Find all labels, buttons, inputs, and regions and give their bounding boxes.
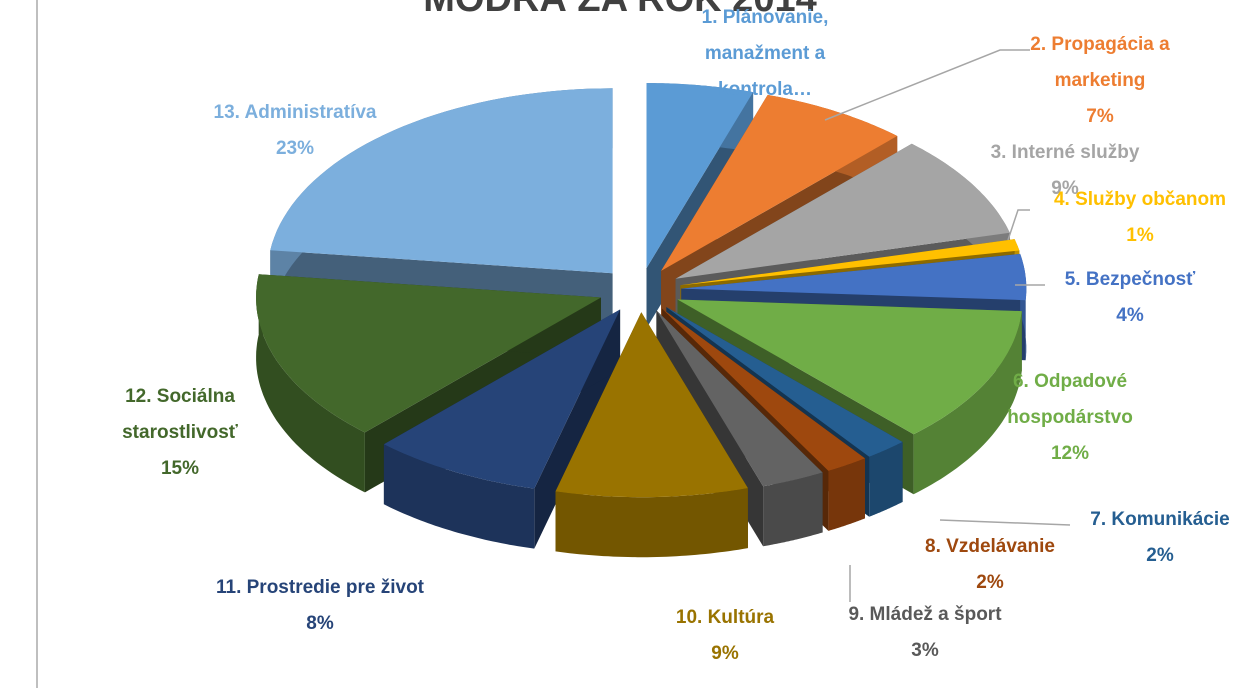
slice	[270, 88, 613, 274]
slice	[555, 312, 748, 498]
data-label: 9. Mládež a šport 3%	[805, 597, 1045, 669]
category-label: 13. Administratíva	[213, 102, 377, 123]
category-label: 7. Komunikácie	[1090, 509, 1230, 530]
value-label: 2%	[976, 572, 1004, 593]
value-label: 7%	[1086, 106, 1114, 127]
slice	[662, 308, 865, 471]
slice	[680, 239, 1020, 286]
data-label: 2. Propagácia a marketing 7%	[1000, 27, 1200, 135]
value-label: 3%	[911, 640, 939, 661]
slice	[677, 299, 1022, 435]
value-label: 2%	[1146, 545, 1174, 566]
data-label: 10. Kultúra 9%	[645, 600, 805, 672]
slice-side	[869, 442, 903, 517]
category-label: 3. Interné služby	[990, 142, 1140, 163]
slice-side	[763, 472, 823, 547]
slice-side	[383, 444, 535, 549]
data-label: 12. Sociálna starostlivosť 15%	[105, 379, 255, 487]
data-label: 11. Prostredie pre život 8%	[213, 570, 428, 642]
category-label: 6. Odpadové hospodárstvo	[1007, 371, 1133, 428]
data-label: 6. Odpadové hospodárstvo 12%	[985, 364, 1155, 472]
data-label: 3. Interné služby 9%	[965, 135, 1165, 207]
value-label: 15%	[160, 458, 200, 479]
category-label: 5. Bezpečnosť	[1064, 269, 1196, 290]
data-label: 1. Plánovanie, manažment a kontrola…	[683, 0, 848, 108]
category-label: 2. Propagácia a marketing	[1030, 34, 1170, 91]
slice	[256, 274, 601, 433]
data-label: 5. Bezpečnosť 4%	[1030, 262, 1230, 334]
category-label: 4. Služby občanom	[1053, 189, 1227, 210]
slice	[675, 143, 1010, 279]
category-label: 10. Kultúra	[675, 607, 775, 628]
slice	[661, 94, 898, 271]
data-label: 13. Administratíva 23%	[175, 95, 415, 167]
slice-side	[913, 311, 1022, 495]
value-label: 4%	[1116, 305, 1144, 326]
leader-line	[824, 49, 1030, 121]
category-label: 9. Mládež a šport	[848, 604, 1002, 625]
slice-side	[828, 458, 865, 531]
slice	[656, 310, 823, 487]
value-label: 9%	[1051, 178, 1079, 199]
chart-title: MODRÁ ZA ROK 2014	[300, 0, 940, 21]
slice	[383, 309, 621, 489]
value-label: 9%	[711, 643, 739, 664]
category-label: 1. Plánovanie, manažment a kontrola…	[701, 7, 829, 100]
category-label: 8. Vzdelávanie	[925, 536, 1055, 557]
slice-side	[555, 488, 748, 558]
value-label: 12%	[1050, 443, 1090, 464]
slice-side	[256, 274, 365, 493]
data-label: 4. Služby občanom 1%	[1030, 182, 1247, 254]
slice	[646, 83, 754, 269]
value-label: 23%	[275, 138, 315, 159]
data-label: 7. Komunikácie 2%	[1060, 502, 1247, 574]
slice	[681, 253, 1027, 301]
category-label: 12. Sociálna starostlivosť	[122, 386, 238, 443]
leader-line	[939, 519, 1071, 526]
value-label: 1%	[1126, 225, 1154, 246]
slice	[666, 307, 903, 457]
data-label: 8. Vzdelávanie 2%	[890, 529, 1090, 601]
category-label: 11. Prostredie pre život	[215, 577, 425, 598]
value-label: 8%	[306, 613, 334, 634]
leader-line	[1007, 209, 1030, 241]
